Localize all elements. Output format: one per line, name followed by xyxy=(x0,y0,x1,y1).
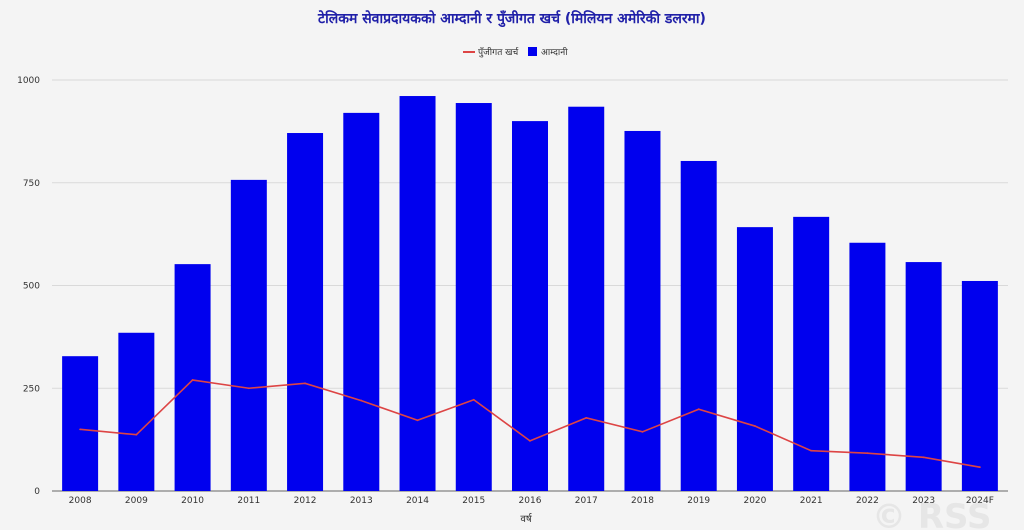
line-point xyxy=(641,430,644,433)
legend-bar-swatch xyxy=(528,47,537,56)
legend-label-revenue: आम्दानी xyxy=(541,46,568,58)
x-tick-label: 2011 xyxy=(237,496,260,506)
x-tick-label: 2019 xyxy=(687,496,710,506)
bar xyxy=(905,262,942,491)
bar xyxy=(961,280,998,491)
y-tick-label: 500 xyxy=(23,282,40,292)
watermark: © RSS xyxy=(872,497,991,530)
line-point xyxy=(585,416,588,419)
x-tick-label: 2023 xyxy=(912,496,935,506)
line-point xyxy=(79,428,82,431)
bar xyxy=(736,227,773,491)
bar xyxy=(230,179,267,492)
line-point xyxy=(754,425,756,427)
line-point xyxy=(416,419,419,422)
y-tick-label: 250 xyxy=(23,384,40,394)
legend-label-capex: पुँजीगत खर्च xyxy=(478,46,519,58)
x-tick-label: 2008 xyxy=(69,496,92,506)
x-tick-label: 2024F xyxy=(966,496,994,506)
x-tick-label: 2018 xyxy=(631,496,654,506)
line-point xyxy=(247,387,250,390)
bar xyxy=(512,121,548,491)
x-tick-label: 2021 xyxy=(800,496,823,506)
bar xyxy=(343,112,380,491)
bar-series xyxy=(62,96,998,492)
x-tick-label: 2020 xyxy=(743,496,766,506)
x-tick-label: 2015 xyxy=(462,496,485,506)
line-point xyxy=(472,398,475,401)
chart-title: टेलिकम सेवाप्रदायकको आम्दानी र पुँजीगत ख… xyxy=(317,10,706,28)
x-tick-label: 2010 xyxy=(181,496,204,506)
line-point xyxy=(978,466,981,469)
line-point xyxy=(191,379,194,381)
bar xyxy=(568,106,605,491)
x-tick-label: 2013 xyxy=(350,496,373,506)
x-tick-label: 2017 xyxy=(575,496,598,506)
bar xyxy=(118,332,155,491)
line-series xyxy=(79,379,981,469)
line-point xyxy=(697,408,700,411)
bar xyxy=(62,356,99,491)
y-tick-label: 0 xyxy=(34,487,40,497)
bar xyxy=(624,130,661,492)
x-axis-ticks: 2008 2009 2010 2011 2012 2013 2014 2015 2016 2017… xyxy=(69,496,994,506)
line-point xyxy=(304,382,306,385)
x-tick-label: 2014 xyxy=(406,496,429,506)
bar xyxy=(174,264,211,491)
bar xyxy=(399,96,436,492)
x-tick-label: 2009 xyxy=(125,496,148,506)
line-point xyxy=(135,433,138,436)
line-point xyxy=(810,449,813,452)
y-tick-label: 750 xyxy=(23,179,40,189)
line-point xyxy=(360,399,363,402)
legend: पुँजीगत खर्च आम्दानी xyxy=(463,46,568,58)
x-axis-label: वर्ष xyxy=(520,513,532,525)
bar xyxy=(849,242,886,491)
x-tick-label: 2016 xyxy=(519,496,542,506)
x-tick-label: 2022 xyxy=(856,496,879,506)
y-axis-ticks: 0 250 500 750 1000 xyxy=(17,76,40,497)
line-point xyxy=(866,452,869,455)
y-tick-label: 1000 xyxy=(17,76,40,86)
bar xyxy=(680,160,717,492)
bar xyxy=(287,133,324,492)
line-point xyxy=(922,456,925,459)
bar xyxy=(455,103,492,492)
x-tick-label: 2012 xyxy=(294,496,317,506)
line-point xyxy=(529,439,531,442)
